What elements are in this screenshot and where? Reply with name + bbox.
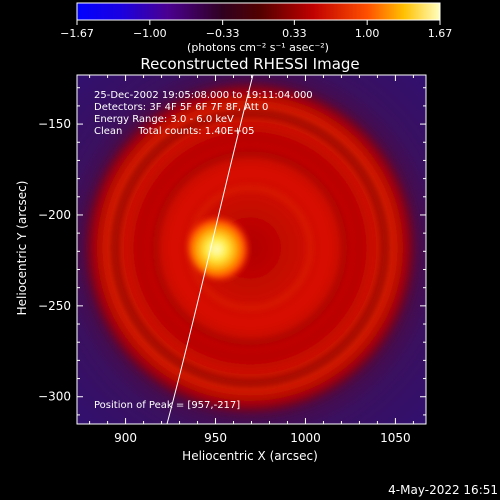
colorbar-tick-label: 1.67 xyxy=(428,27,453,40)
x-tick-label: 1000 xyxy=(290,431,321,445)
colorbar-tick-label: −1.67 xyxy=(60,27,94,40)
info-line-clean: Clean Total counts: 1.40E+05 xyxy=(94,126,254,137)
colorbar-ticks: −1.67 −1.00 −0.33 0.33 1.00 1.67 xyxy=(60,20,452,40)
y-axis-ticks: −150 −200 −250 −300 xyxy=(38,87,426,416)
colorbar-tick-label: −0.33 xyxy=(206,27,240,40)
solar-limb xyxy=(166,75,254,424)
x-tick-label: 950 xyxy=(204,431,227,445)
colorbar-tick-label: 0.33 xyxy=(282,27,307,40)
colorbar xyxy=(76,2,441,21)
footer-date: 4-May-2022 16:51 xyxy=(388,483,498,497)
info-line-detectors: Detectors: 3F 4F 5F 6F 7F 8F, Att 0 xyxy=(94,102,268,113)
heatmap-image xyxy=(77,75,426,424)
y-axis-label: Heliocentric Y (arcsec) xyxy=(15,181,29,316)
x-axis-label: Heliocentric X (arcsec) xyxy=(182,449,318,463)
y-tick-label: −300 xyxy=(38,390,71,404)
x-tick-label: 900 xyxy=(114,431,137,445)
peak-position-label: Position of Peak = [957,-217] xyxy=(94,400,240,411)
chart-title: Reconstructed RHESSI Image xyxy=(140,55,359,73)
info-line-energy: Energy Range: 3.0 - 6.0 keV xyxy=(94,114,234,125)
x-axis-ticks: 900 950 1000 1050 xyxy=(89,75,414,445)
info-line-time: 25-Dec-2002 19:05:08.000 to 19:11:04.000 xyxy=(94,90,313,101)
info-block: 25-Dec-2002 19:05:08.000 to 19:11:04.000… xyxy=(94,90,313,137)
colorbar-units: (photons cm⁻² s⁻¹ asec⁻²) xyxy=(187,41,329,54)
colorbar-tick-label: −1.00 xyxy=(133,27,167,40)
peak-source xyxy=(188,212,256,280)
y-tick-label: −250 xyxy=(38,299,71,313)
colorbar-tick-label: 1.00 xyxy=(355,27,380,40)
y-tick-label: −150 xyxy=(38,117,71,131)
x-tick-label: 1050 xyxy=(380,431,411,445)
y-tick-label: −200 xyxy=(38,208,71,222)
